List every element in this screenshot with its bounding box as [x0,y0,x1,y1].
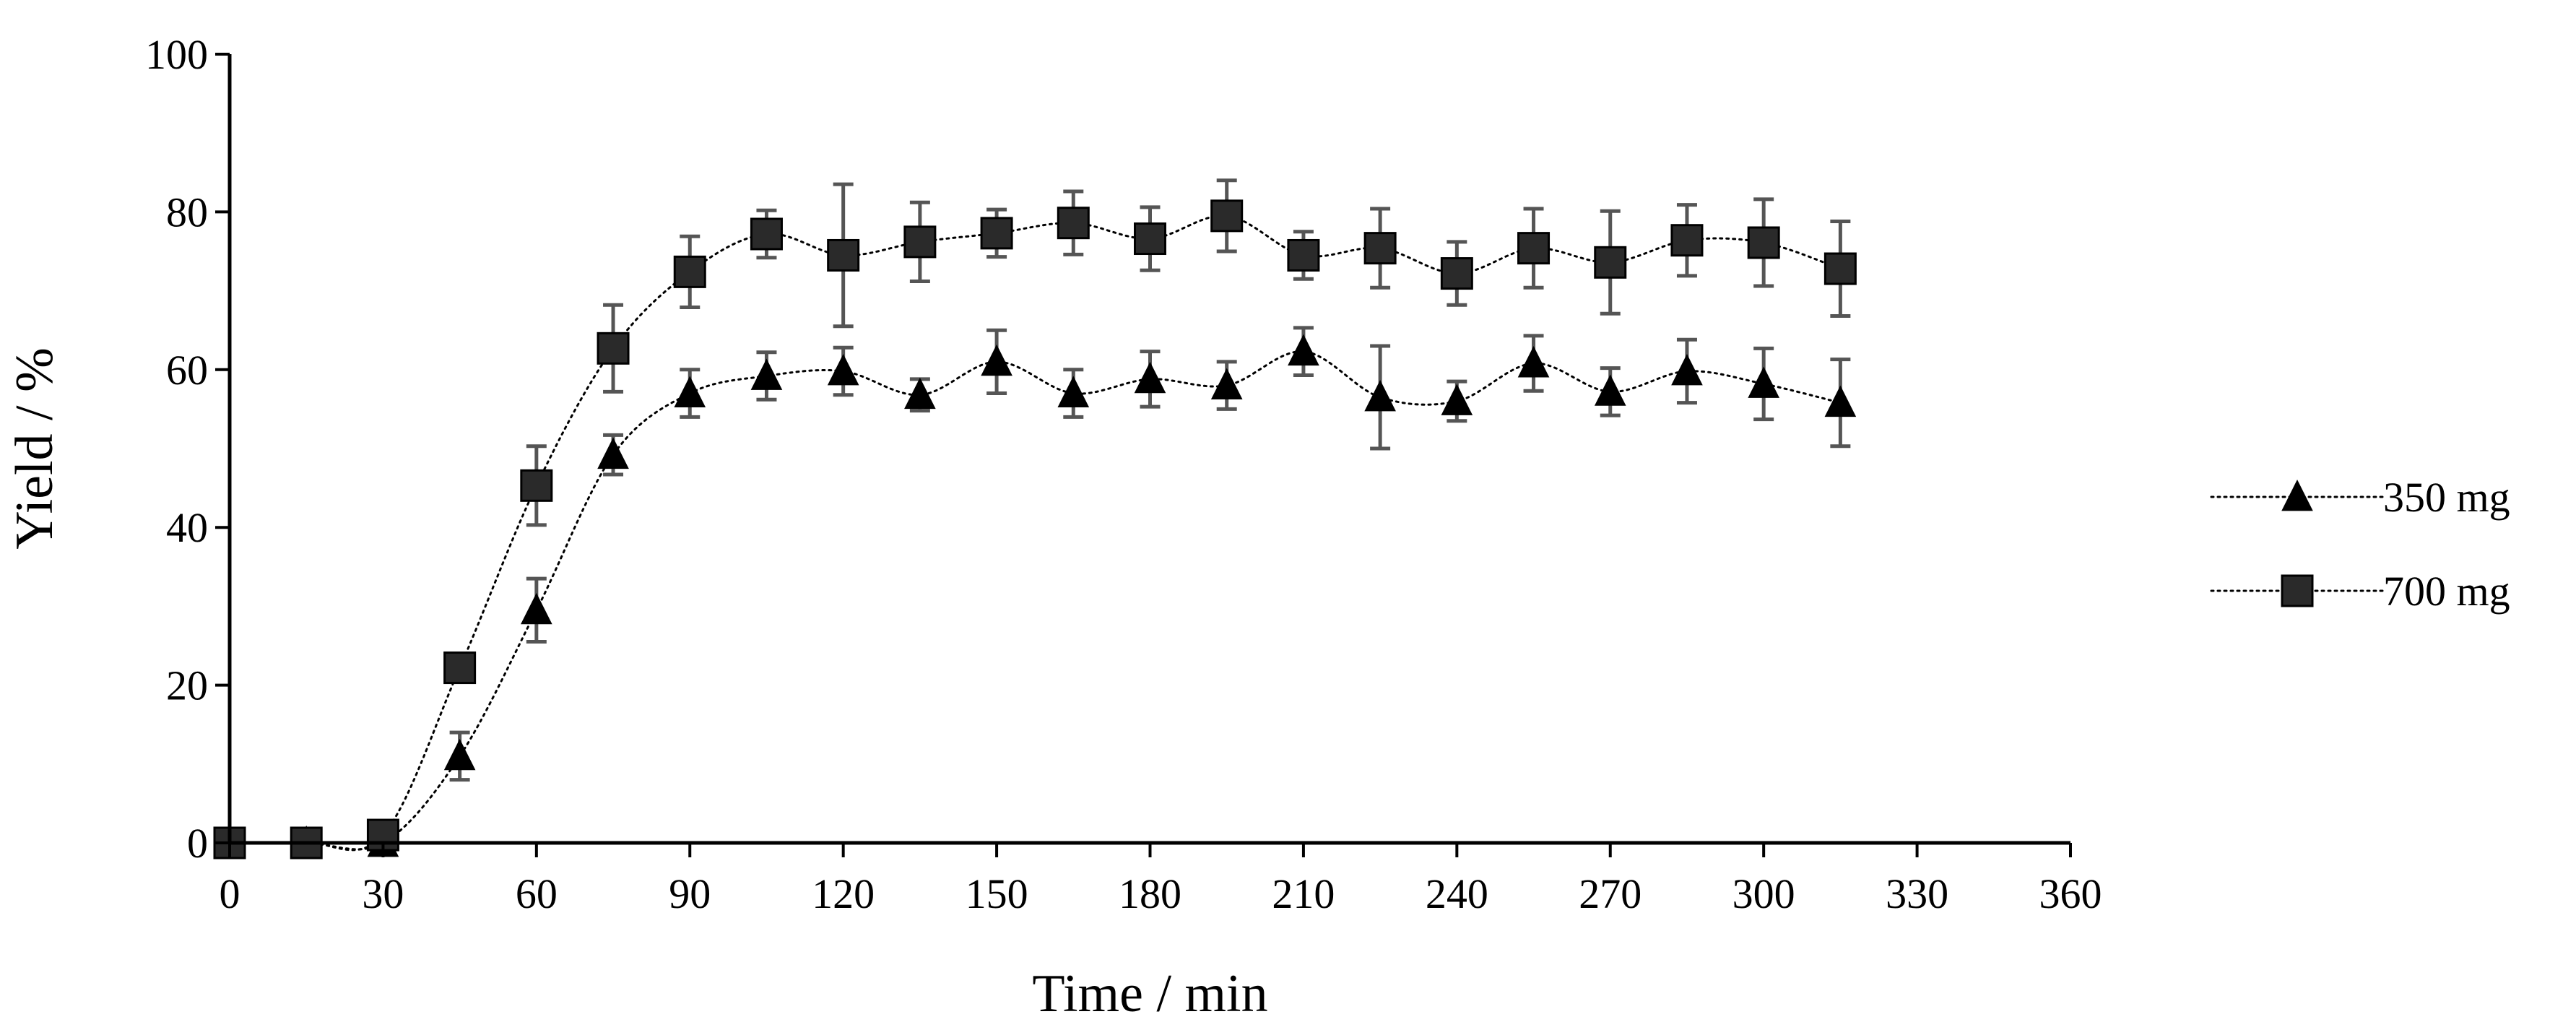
legend-marker-350-mg [2281,479,2313,511]
x-tick-label: 0 [220,870,240,917]
data-point-700-mg [1440,257,1473,290]
data-point-700-mg [1594,246,1627,279]
legend: 350 mg 700 mg [2210,474,2510,615]
data-point-350-mg [1057,376,1090,407]
y-tick-label: 20 [166,662,208,709]
y-tick-label: 60 [166,347,208,394]
data-point-350-mg [597,437,629,469]
data-point-350-mg [1824,385,1857,417]
legend-label-700-mg: 700 mg [2383,568,2510,615]
data-point-700-mg [443,651,477,685]
data-point-700-mg [750,217,783,251]
data-point-700-mg [903,225,937,259]
data-point-700-mg [1057,207,1090,240]
axis-ticks: 0 30 60 90 120 150 180 210 240 270 300 330 360 0 20 40 6… [145,31,2102,917]
data-point-350-mg [904,377,936,410]
x-tick-label: 240 [1426,870,1488,917]
data-point-350-mg [1210,368,1243,400]
axes [227,54,2070,845]
data-point-350-mg [1364,380,1396,412]
y-axis-title: Yield / % [5,347,64,550]
x-tick-label: 360 [2039,870,2102,917]
data-point-700-mg [1823,252,1857,285]
x-tick-label: 60 [516,870,558,917]
data-point-350-mg [981,344,1012,376]
data-point-700-mg [673,255,706,288]
data-point-700-mg [1517,232,1551,265]
x-tick-label: 210 [1272,870,1335,917]
data-point-350-mg [750,358,783,390]
data-point-350-mg [1134,361,1166,394]
x-tick-label: 270 [1579,870,1642,917]
x-tick-label: 30 [362,870,404,917]
series-lines [228,215,1842,852]
x-tick-label: 330 [1886,870,1948,917]
legend-marker-700-mg [2281,574,2314,607]
data-point-350-mg [1671,353,1703,386]
y-tick-label: 0 [187,820,208,867]
data-point-350-mg [827,353,859,386]
data-point-700-mg [520,469,553,502]
data-point-700-mg [1134,222,1166,256]
data-point-700-mg [980,217,1013,250]
data-point-700-mg [1747,226,1780,259]
series-line-350-mg [228,350,1842,851]
series-line-700-mg [228,215,1842,852]
x-axis-title: Time / min [1032,964,1267,1023]
data-point-350-mg [1594,374,1626,406]
data-point-700-mg [827,238,860,272]
data-point-350-mg [1517,346,1550,378]
data-point-700-mg [1363,232,1397,265]
x-tick-label: 120 [812,870,875,917]
data-point-350-mg [443,738,476,771]
series-markers [213,199,1857,859]
data-point-350-mg [1288,334,1319,366]
y-tick-label: 80 [166,189,208,235]
x-tick-label: 150 [966,870,1028,917]
error-bars [449,178,1851,782]
x-tick-label: 90 [669,870,711,917]
data-point-350-mg [1748,366,1779,398]
data-point-700-mg [597,332,630,365]
data-point-700-mg [1287,238,1320,272]
data-point-700-mg [1210,199,1244,233]
x-tick-label: 180 [1119,870,1181,917]
data-point-350-mg [674,376,706,407]
y-tick-label: 40 [166,504,208,551]
data-point-350-mg [521,592,552,625]
data-point-350-mg [1441,384,1473,415]
y-tick-label: 100 [145,31,208,78]
legend-label-350-mg: 350 mg [2383,474,2510,521]
x-tick-label: 300 [1732,870,1795,917]
data-point-700-mg [1670,224,1704,257]
